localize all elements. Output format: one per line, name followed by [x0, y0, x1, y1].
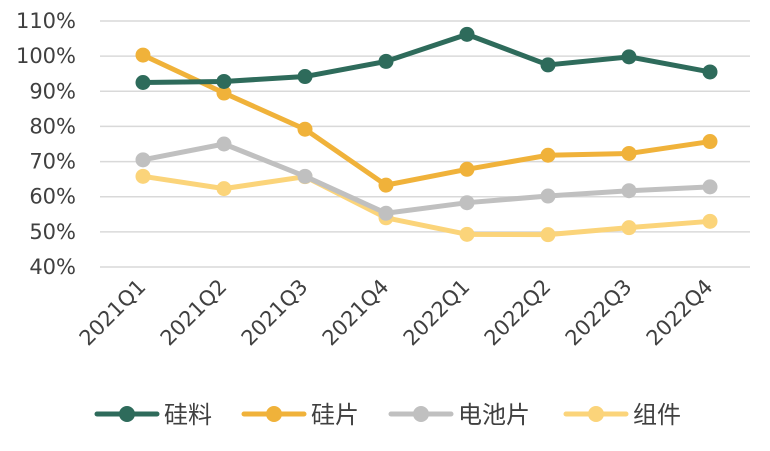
data-point	[216, 73, 232, 89]
legend-item: 电池片	[388, 401, 530, 429]
y-tick-label: 80%	[29, 114, 76, 138]
series-硅料	[135, 26, 718, 90]
data-point	[702, 179, 718, 195]
y-tick-label: 100%	[16, 44, 76, 68]
data-point	[540, 188, 556, 204]
y-axis-ticks: 40% 50% 60% 70% 80% 90% 100% 110%	[16, 9, 76, 279]
x-tick-label: 2022Q1	[399, 275, 475, 351]
data-point	[702, 134, 718, 150]
data-point	[216, 136, 232, 152]
data-point	[378, 177, 394, 193]
x-tick-label: 2022Q4	[642, 275, 718, 351]
series-line	[140, 52, 713, 188]
data-point	[621, 183, 637, 199]
series-电池片	[135, 136, 718, 221]
data-point	[135, 75, 151, 90]
gridlines	[100, 20, 750, 268]
data-point	[135, 47, 151, 63]
data-point	[216, 181, 232, 197]
legend-item: 组件	[563, 401, 681, 429]
y-tick-label: 40%	[29, 255, 76, 279]
data-point	[135, 152, 151, 168]
x-tick-label: 2021Q3	[237, 275, 313, 351]
legend-item: 硅片	[241, 401, 359, 429]
y-tick-label: 90%	[29, 79, 76, 103]
data-point	[297, 168, 313, 184]
x-tick-label: 2021Q4	[318, 275, 394, 351]
x-tick-label: 2021Q1	[75, 275, 151, 351]
data-point	[297, 69, 313, 85]
data-point	[540, 227, 556, 243]
data-point	[459, 195, 475, 211]
legend-label: 电池片	[458, 401, 530, 429]
x-axis-ticks: 2021Q1 2021Q2 2021Q3 2021Q4 2022Q1 2022Q2 2022…	[75, 275, 718, 351]
data-point	[540, 147, 556, 163]
data-point	[702, 64, 718, 80]
legend-swatch-marker	[119, 406, 135, 422]
data-point	[621, 49, 637, 65]
series-line	[140, 31, 713, 85]
y-tick-label: 110%	[16, 9, 76, 33]
data-point	[135, 168, 151, 184]
legend-swatch-marker	[266, 406, 282, 422]
legend-label: 组件	[633, 401, 681, 429]
y-tick-label: 50%	[29, 220, 76, 244]
x-tick-label: 2022Q2	[480, 275, 556, 351]
legend-item: 硅料	[94, 401, 212, 429]
legend-label: 硅料	[164, 401, 212, 429]
x-tick-label: 2021Q2	[156, 275, 232, 351]
data-point	[216, 85, 232, 101]
legend: 硅料 硅片 电池片 组件	[94, 401, 681, 429]
y-tick-label: 70%	[29, 150, 76, 174]
legend-swatch-marker	[413, 406, 429, 422]
data-point	[540, 57, 556, 73]
series-硅片	[135, 47, 718, 193]
series-lines	[135, 26, 718, 243]
data-point	[459, 226, 475, 242]
data-point	[297, 121, 313, 137]
data-point	[621, 145, 637, 161]
data-point	[378, 53, 394, 69]
data-point	[378, 205, 394, 221]
legend-swatch-marker	[588, 406, 604, 422]
data-point	[621, 220, 637, 236]
series-line	[140, 173, 713, 238]
data-point	[459, 161, 475, 177]
series-line	[140, 141, 713, 216]
data-point	[702, 213, 718, 229]
data-point	[459, 26, 475, 42]
y-tick-label: 60%	[29, 185, 76, 209]
x-tick-label: 2022Q3	[561, 275, 637, 351]
legend-label: 硅片	[311, 401, 359, 429]
